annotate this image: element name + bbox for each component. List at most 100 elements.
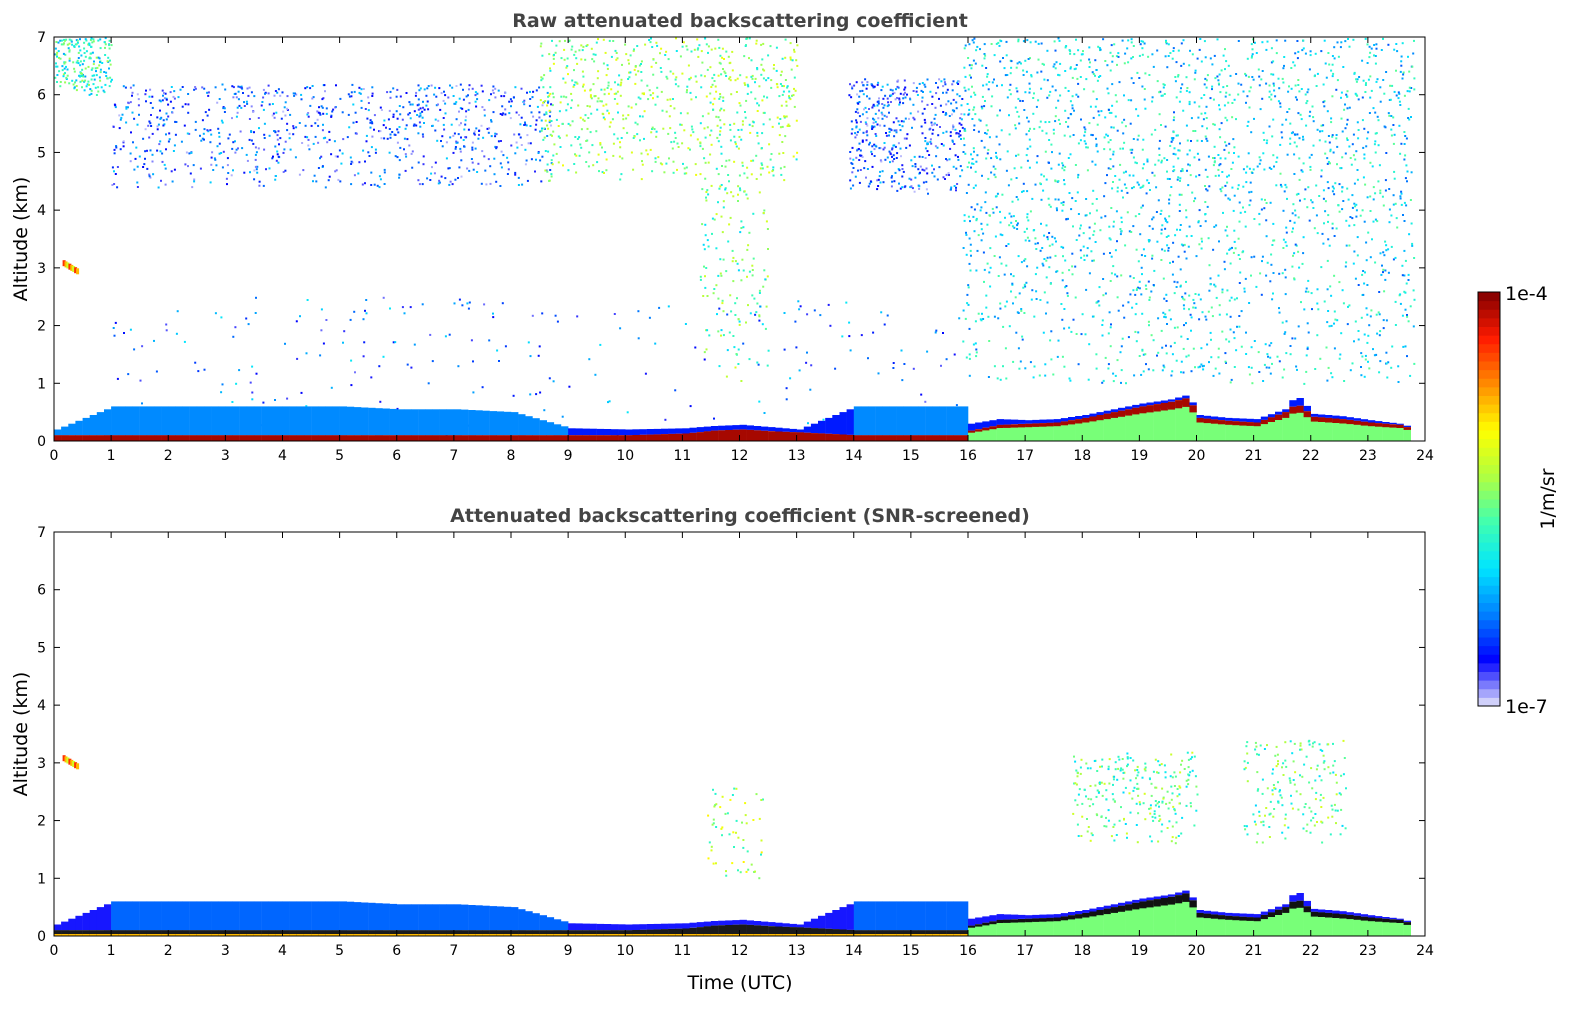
backscatter-pixel bbox=[933, 175, 936, 178]
backscatter-pixel bbox=[620, 137, 623, 139]
backscatter-pixel bbox=[1409, 305, 1412, 308]
backscatter-pixel bbox=[976, 154, 979, 157]
backscatter-pixel bbox=[1261, 260, 1263, 263]
backscatter-pixel bbox=[565, 66, 568, 69]
backscatter-pixel bbox=[448, 167, 451, 170]
aerosol-layer-cell bbox=[89, 415, 98, 436]
backscatter-pixel bbox=[1181, 169, 1184, 172]
backscatter-pixel bbox=[695, 173, 698, 176]
backscatter-pixel bbox=[459, 150, 462, 153]
backscatter-pixel bbox=[106, 60, 109, 63]
backscatter-pixel bbox=[1385, 152, 1388, 154]
backscatter-pixel bbox=[539, 99, 542, 102]
backscatter-pixel bbox=[1209, 283, 1212, 286]
backscatter-pixel bbox=[464, 119, 467, 122]
backscatter-pixel bbox=[1063, 169, 1066, 172]
backscatter-pixel bbox=[946, 159, 949, 162]
backscatter-pixel bbox=[1023, 259, 1026, 262]
backscatter-pixel bbox=[635, 103, 638, 106]
backscatter-pixel bbox=[713, 218, 716, 221]
backscatter-pixel bbox=[685, 166, 688, 169]
backscatter-pixel bbox=[1279, 105, 1282, 108]
backscatter-pixel bbox=[1377, 144, 1380, 147]
backscatter-pixel bbox=[112, 125, 115, 128]
backscatter-pixel bbox=[574, 153, 576, 156]
backscatter-pixel bbox=[1185, 76, 1188, 79]
backscatter-pixel bbox=[1126, 191, 1129, 194]
backscatter-pixel bbox=[930, 124, 933, 127]
backscatter-pixel bbox=[239, 130, 242, 133]
backscatter-pixel bbox=[1248, 204, 1251, 207]
backscatter-pixel bbox=[1378, 313, 1381, 316]
backscatter-pixel bbox=[1073, 68, 1076, 71]
backscatter-pixel bbox=[1340, 96, 1342, 99]
backscatter-pixel bbox=[869, 141, 871, 144]
backscatter-pixel bbox=[761, 132, 764, 135]
backscatter-pixel bbox=[850, 162, 853, 165]
backscatter-pixel bbox=[963, 47, 966, 50]
backscatter-pixel bbox=[234, 92, 237, 95]
backscatter-pixel bbox=[689, 134, 692, 137]
backscatter-pixel bbox=[1357, 98, 1360, 101]
backscatter-pixel bbox=[172, 150, 175, 152]
backscatter-pixel bbox=[286, 107, 289, 110]
backscatter-pixel bbox=[938, 78, 941, 81]
backscatter-pixel bbox=[872, 86, 875, 89]
backscatter-pixel bbox=[1392, 124, 1395, 126]
backscatter-pixel bbox=[757, 142, 760, 145]
backscatter-pixel bbox=[582, 75, 585, 78]
dense-layer-cell bbox=[339, 435, 347, 441]
backscatter-pixel bbox=[1306, 100, 1309, 102]
backscatter-pixel bbox=[418, 115, 421, 118]
backscatter-pixel bbox=[1088, 272, 1091, 275]
backscatter-pixel bbox=[1103, 148, 1106, 151]
backscatter-pixel bbox=[206, 129, 209, 132]
backscatter-pixel bbox=[1237, 40, 1240, 42]
backscatter-pixel bbox=[1198, 209, 1201, 212]
backscatter-pixel bbox=[870, 83, 873, 86]
backscatter-pixel bbox=[865, 139, 868, 142]
backscatter-pixel bbox=[971, 158, 974, 160]
backscatter-pixel bbox=[1197, 293, 1200, 296]
backscatter-pixel bbox=[1083, 259, 1086, 261]
backscatter-pixel bbox=[639, 115, 641, 118]
backscatter-pixel bbox=[979, 48, 981, 51]
backscatter-pixel bbox=[310, 124, 313, 127]
backscatter-pixel bbox=[995, 206, 998, 209]
backscatter-pixel bbox=[762, 123, 765, 126]
backscatter-pixel bbox=[1072, 318, 1075, 321]
backscatter-pixel bbox=[1107, 167, 1110, 170]
backscatter-pixel bbox=[280, 117, 283, 120]
backscatter-pixel bbox=[1219, 188, 1222, 191]
backscatter-pixel bbox=[1079, 76, 1082, 78]
backscatter-pixel bbox=[548, 119, 551, 122]
backscatter-pixel bbox=[271, 114, 274, 117]
backscatter-pixel bbox=[543, 113, 546, 116]
backscatter-pixel bbox=[858, 142, 861, 145]
backscatter-pixel bbox=[766, 165, 769, 168]
backscatter-pixel bbox=[214, 312, 217, 315]
backscatter-pixel bbox=[972, 147, 975, 150]
backscatter-pixel bbox=[1128, 174, 1131, 177]
backscatter-pixel bbox=[461, 107, 464, 110]
backscatter-pixel bbox=[933, 168, 935, 171]
backscatter-pixel bbox=[756, 131, 759, 134]
backscatter-pixel bbox=[167, 115, 170, 118]
backscatter-pixel bbox=[849, 187, 852, 190]
backscatter-pixel bbox=[864, 78, 867, 81]
backscatter-pixel bbox=[364, 108, 367, 110]
backscatter-pixel bbox=[1401, 264, 1404, 267]
backscatter-pixel bbox=[546, 91, 549, 94]
backscatter-pixel bbox=[1270, 263, 1273, 266]
backscatter-pixel bbox=[891, 92, 894, 95]
backscatter-pixel bbox=[1162, 364, 1165, 367]
backscatter-pixel bbox=[1088, 226, 1091, 229]
backscatter-pixel bbox=[1315, 85, 1318, 87]
backscatter-pixel bbox=[1017, 153, 1020, 156]
backscatter-pixel bbox=[1131, 187, 1134, 190]
backscatter-pixel bbox=[289, 148, 292, 151]
backscatter-pixel bbox=[277, 130, 280, 133]
backscatter-pixel bbox=[742, 342, 745, 345]
backscatter-pixel bbox=[967, 57, 970, 59]
backscatter-pixel bbox=[1134, 330, 1137, 333]
